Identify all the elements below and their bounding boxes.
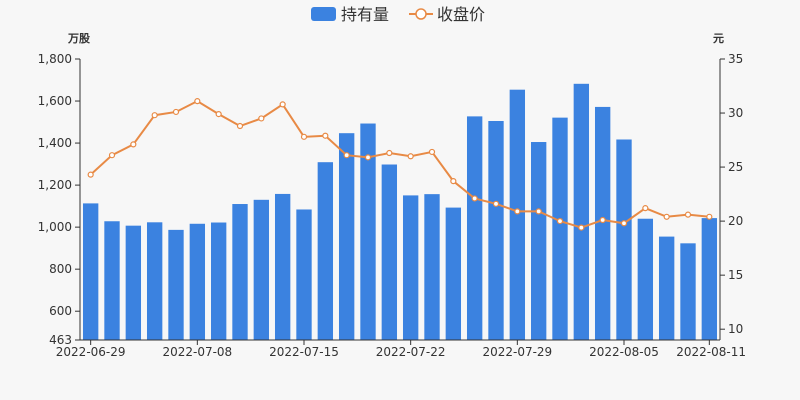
x-axis-tick-label: 2022-07-22 [376,345,446,359]
right-axis-tick-label: 30 [728,106,743,120]
left-axis-unit: 万股 [67,32,91,45]
price-point[interactable] [215,111,222,118]
left-axis-tick-label: 1,000 [38,220,72,234]
price-point[interactable] [578,224,585,231]
holding-bar[interactable] [530,142,547,340]
x-axis-tick-label: 2022-07-08 [162,345,232,359]
holding-bar[interactable] [274,193,291,340]
x-axis-tick-label: 2022-08-05 [589,345,659,359]
price-point[interactable] [407,153,414,160]
holding-bar[interactable] [637,218,654,340]
holding-bar[interactable] [296,209,312,340]
holding-bar[interactable] [189,223,206,340]
price-point[interactable] [514,208,521,215]
price-point[interactable] [684,211,692,218]
legend-holding-label: 持有量 [341,5,389,24]
price-point[interactable] [130,141,137,148]
bar-series [82,83,718,341]
price-point[interactable] [87,171,94,178]
holding-bar[interactable] [466,116,483,341]
holding-bar[interactable] [680,243,696,340]
right-axis-unit: 元 [713,32,724,45]
price-point[interactable] [279,101,286,108]
price-point[interactable] [236,122,244,130]
left-axis-tick-label: 463 [49,333,72,347]
x-axis-tick-label: 2022-08-11 [676,345,746,359]
price-point[interactable] [300,133,308,140]
right-axis-tick-label: 20 [728,214,743,228]
holding-bar[interactable] [402,195,419,340]
holding-bar[interactable] [125,225,142,340]
left-axis-tick-label: 600 [49,304,72,318]
holding-bar[interactable] [616,139,632,340]
price-point[interactable] [108,152,116,159]
price-point[interactable] [556,218,564,225]
line-series [87,98,713,231]
holding-bar[interactable] [82,203,99,340]
left-axis-tick-label: 800 [49,262,72,276]
holding-bar[interactable] [381,164,398,340]
price-point[interactable] [471,195,478,202]
holding-bar[interactable] [424,194,440,340]
price-point[interactable] [663,213,670,220]
price-point[interactable] [642,205,649,212]
price-point[interactable] [599,216,606,224]
right-axis-tick-label: 15 [728,268,743,282]
legend-bar-swatch [311,7,336,21]
holding-bar[interactable] [445,207,462,340]
left-axis-tick-label: 1,400 [38,136,72,150]
price-point[interactable] [386,149,393,157]
holding-bar[interactable] [360,123,376,340]
price-point[interactable] [706,213,713,220]
left-axis-tick-label: 1,600 [38,94,72,108]
price-point[interactable] [343,152,350,159]
holding-bar[interactable] [488,121,504,340]
x-axis-tick-label: 2022-07-29 [482,345,552,359]
holding-bar[interactable] [701,218,718,340]
holding-bar[interactable] [552,117,568,340]
price-point[interactable] [450,178,457,185]
left-axis-tick-label: 1,200 [38,178,72,192]
price-point[interactable] [535,208,542,215]
holding-bar[interactable] [509,89,526,340]
legend-price-label: 收盘价 [437,5,485,24]
right-axis-tick-label: 10 [728,322,743,336]
right-axis-tick-label: 25 [728,160,743,174]
right-axis-tick-label: 35 [728,52,743,66]
x-axis-tick-label: 2022-06-29 [56,345,126,359]
holding-bar[interactable] [210,222,227,340]
holding-bar[interactable] [317,162,334,340]
holding-bar[interactable] [573,83,590,341]
price-point[interactable] [364,154,372,161]
x-axis-tick-label: 2022-07-15 [269,345,339,359]
holding-bar[interactable] [104,221,120,340]
price-point[interactable] [492,200,500,207]
price-line [89,100,710,229]
price-point[interactable] [194,98,201,105]
axes: 463 600 800 1,000 1,200 1,400 1,600 1,800 10 15 20… [38,52,746,359]
legend[interactable]: 持有量 收盘价 [311,5,485,24]
holding-bar[interactable] [594,106,611,340]
price-point[interactable] [322,132,329,139]
price-point[interactable] [620,220,628,227]
price-point[interactable] [428,148,436,156]
price-point[interactable] [258,115,265,122]
holding-bar[interactable] [253,199,270,340]
left-axis-tick-label: 1,800 [38,52,72,66]
holding-bar[interactable] [338,133,355,340]
holding-bar[interactable] [146,222,163,340]
price-point[interactable] [172,108,180,116]
price-point[interactable] [151,112,158,119]
holding-bar[interactable] [232,204,248,340]
holding-bar[interactable] [658,236,675,340]
legend-line-marker [415,8,427,20]
holding-bar[interactable] [168,229,184,340]
